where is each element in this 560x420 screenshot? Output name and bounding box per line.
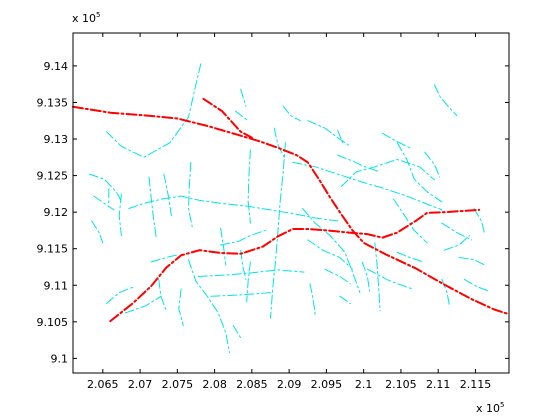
road-segment [443, 235, 470, 251]
road-segment [396, 251, 424, 263]
road-segment [337, 154, 381, 173]
y-tick-label: 9.115 [37, 243, 69, 256]
axes-box [72, 32, 510, 374]
road-segment [240, 249, 247, 280]
x-tick-label: 2.1 [355, 378, 373, 391]
road-segment [302, 208, 361, 294]
y-tick-label: 9.13 [44, 133, 69, 146]
road-segment [210, 292, 271, 297]
road-segment [246, 261, 251, 303]
road-segment [220, 229, 266, 246]
x-exponent-power: 5 [500, 401, 504, 409]
road-segment [148, 176, 157, 240]
road-segment [393, 198, 428, 244]
axes-frame [72, 32, 510, 374]
road-segment [434, 84, 458, 117]
road-segment [91, 220, 104, 244]
x-tick-label: 2.105 [385, 378, 417, 391]
roads-layer [88, 61, 490, 353]
road-segment [150, 254, 180, 263]
road-segment [441, 222, 473, 241]
y-exponent-base: x 10 [72, 12, 96, 25]
road-segment [292, 161, 443, 211]
road-segment [118, 193, 122, 236]
road-segment [188, 259, 230, 353]
road-segment [106, 61, 202, 158]
road-segment [324, 268, 351, 285]
road-segment [307, 120, 351, 147]
road-segment [463, 278, 490, 292]
road-segment [158, 278, 167, 312]
x-tick-label: 2.08 [202, 378, 227, 391]
highway-segment [202, 97, 253, 139]
x-tick-label: 2.11 [426, 378, 451, 391]
road-segment [163, 173, 172, 217]
y-tick-label: 9.1 [51, 352, 69, 365]
highway-segment [72, 105, 509, 315]
x-tick-label: 2.09 [277, 378, 302, 391]
road-segment [337, 129, 344, 144]
road-segment [307, 239, 353, 270]
highway-layer [72, 97, 509, 323]
y-tick-label: 9.105 [37, 316, 69, 329]
road-segment [124, 295, 162, 314]
y-exponent-power: 5 [96, 11, 100, 19]
y-tick-label: 9.11 [44, 279, 69, 292]
road-segment [220, 227, 227, 266]
road-segment [178, 288, 184, 326]
road-segment [273, 127, 286, 160]
road-segment [197, 269, 305, 277]
road-segment [282, 105, 301, 122]
highway-segment [109, 208, 481, 323]
road-segment [374, 242, 381, 312]
x-tick-label: 2.065 [87, 378, 119, 391]
road-segment [240, 88, 247, 107]
x-tick-label: 2.095 [311, 378, 343, 391]
x-tick-label: 2.075 [162, 378, 194, 391]
road-segment [361, 261, 371, 292]
road-segment [458, 257, 485, 266]
road-segment [424, 151, 441, 178]
road-segment [396, 142, 443, 203]
road-segment [366, 268, 413, 290]
road-segment [93, 195, 115, 211]
road-segment [473, 208, 485, 234]
road-segment [441, 278, 450, 307]
road-segment [235, 110, 249, 122]
road-segment [88, 173, 122, 202]
y-tick-label: 9.125 [37, 170, 69, 183]
road-segment [187, 161, 193, 228]
y-tick-label: 9.135 [37, 96, 69, 109]
x-exponent-label: x 105 [476, 401, 504, 415]
road-segment [106, 286, 135, 304]
y-axis-ticks: 9.1 9.105 9.11 9.115 9.12 9.125 9.13 9.135 9.14 [37, 60, 509, 365]
road-segment [340, 158, 435, 187]
x-exponent-base: x 10 [476, 402, 500, 415]
x-tick-label: 2.085 [236, 378, 268, 391]
x-tick-label: 2.115 [460, 378, 492, 391]
y-tick-label: 9.14 [44, 60, 69, 73]
x-axis-ticks: 2.065 2.07 2.075 2.08 2.085 2.09 2.095 2.1 2.105… [87, 33, 491, 391]
road-segment [128, 195, 339, 222]
road-segment [309, 283, 316, 315]
y-exponent-label: x 105 [72, 11, 100, 25]
road-segment [232, 325, 242, 339]
road-segment [339, 295, 351, 304]
y-tick-label: 9.12 [44, 206, 69, 219]
road-segment [381, 132, 411, 149]
road-segment [247, 149, 251, 224]
x-tick-label: 2.07 [128, 378, 153, 391]
road-segment [270, 142, 286, 319]
